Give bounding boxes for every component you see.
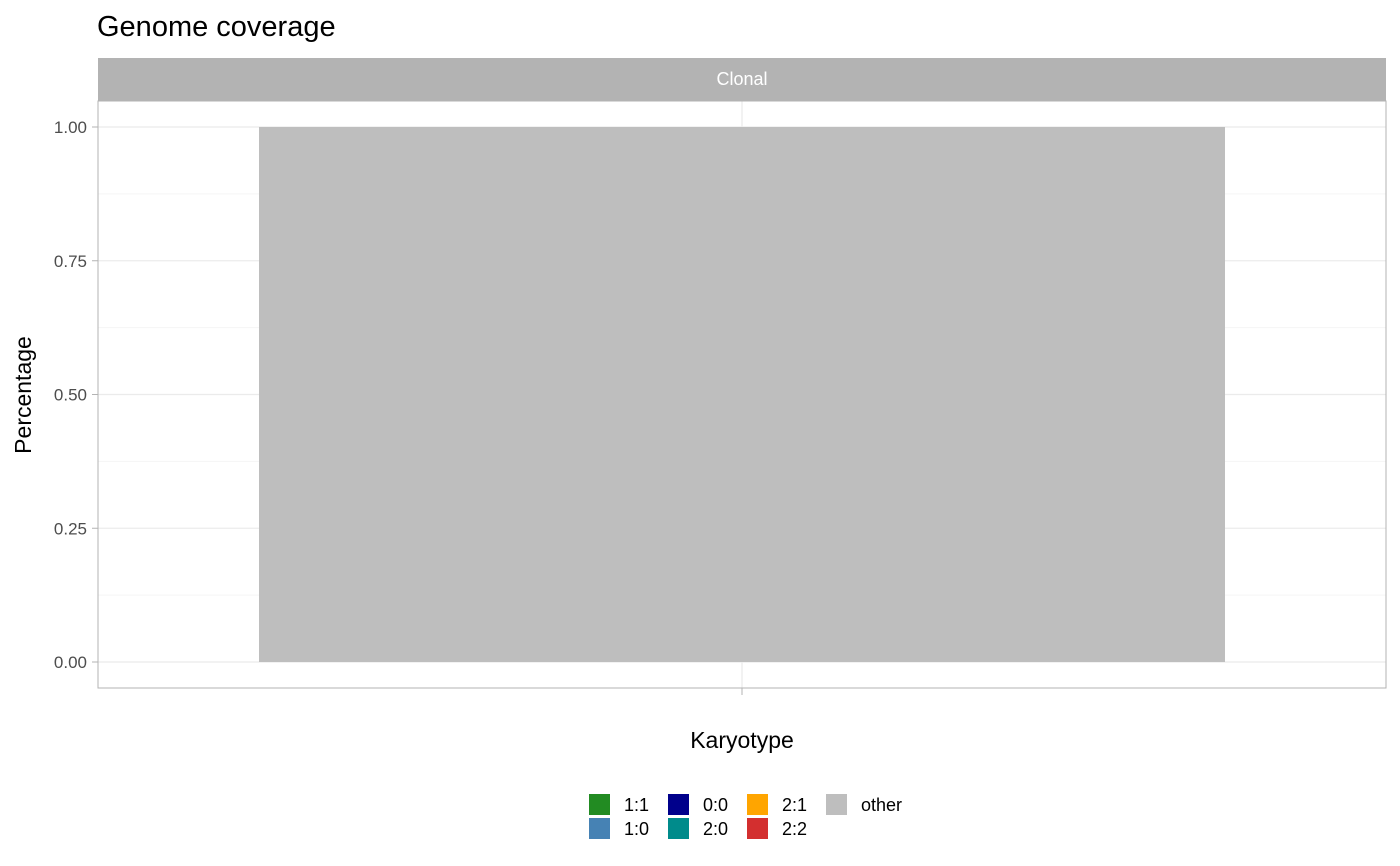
- legend-key-2-0: [668, 818, 689, 839]
- legend-label: 0:0: [703, 795, 728, 815]
- legend-label: 2:2: [782, 819, 807, 839]
- y-tick-label: 1.00: [54, 118, 87, 137]
- chart-title: Genome coverage: [97, 11, 336, 43]
- y-tick-label: 0.50: [54, 386, 87, 405]
- legend: 1:1 1:0 0:0 2:0 2:1 2:2 other: [589, 794, 902, 839]
- legend-label: 1:1: [624, 795, 649, 815]
- bar-other: [259, 127, 1225, 662]
- y-tick-label: 0.25: [54, 519, 87, 538]
- y-tick-label: 0.75: [54, 252, 87, 271]
- legend-label: 2:0: [703, 819, 728, 839]
- y-axis-title: Percentage: [10, 336, 36, 454]
- legend-label: other: [861, 795, 902, 815]
- legend-key-0-0: [668, 794, 689, 815]
- legend-label: 1:0: [624, 819, 649, 839]
- x-axis-title: Karyotype: [690, 727, 794, 753]
- legend-key-2-2: [747, 818, 768, 839]
- y-axis-ticks: 0.00 0.25 0.50 0.75 1.00: [54, 118, 98, 672]
- y-tick-label: 0.00: [54, 653, 87, 672]
- facet-strip: [98, 58, 1386, 101]
- bars: [259, 127, 1225, 662]
- legend-label: 2:1: [782, 795, 807, 815]
- legend-key-1-1: [589, 794, 610, 815]
- facet-strip-label: Clonal: [716, 69, 767, 89]
- legend-key-1-0: [589, 818, 610, 839]
- legend-key-other: [826, 794, 847, 815]
- legend-key-2-1: [747, 794, 768, 815]
